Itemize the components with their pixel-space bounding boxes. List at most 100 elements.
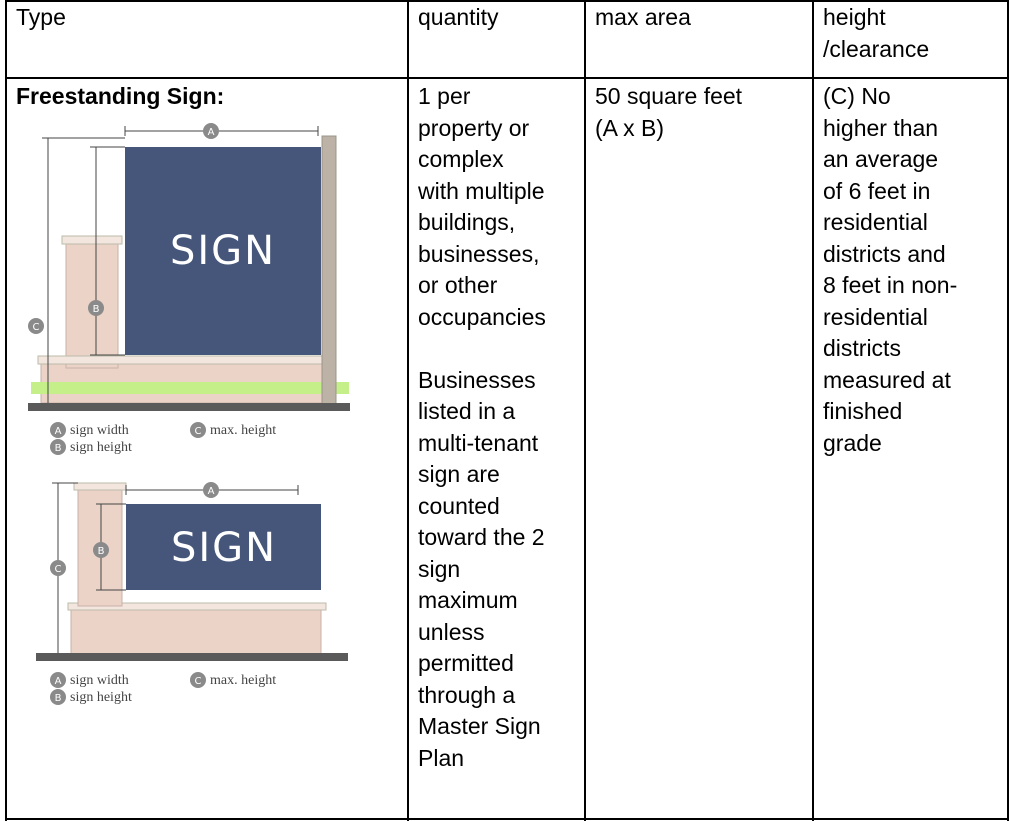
quantity-text: occupancies	[418, 303, 546, 330]
base-cap	[67, 602, 327, 611]
quantity-text: 1 per	[418, 83, 471, 109]
quantity-text: property or	[418, 114, 530, 141]
paragraph-gap	[418, 333, 584, 365]
table-border	[1007, 0, 1009, 821]
max-area-text: 50 square feet	[595, 83, 743, 109]
marker-circle	[50, 672, 66, 688]
marker-circle	[190, 422, 206, 438]
marker-label: B	[55, 693, 62, 704]
marker-label: C	[195, 426, 202, 437]
legend-label: sign height	[70, 440, 132, 455]
quantity-text: listed in a	[418, 398, 516, 424]
quantity-cell: 1 per property or complex with multiple buil…	[409, 81, 584, 774]
marker-label: A	[55, 676, 62, 687]
table-border	[5, 0, 7, 821]
height-text: districts and	[823, 240, 946, 267]
legend-label: max. height	[210, 423, 276, 438]
table-border	[584, 0, 586, 821]
height-text: districts	[823, 335, 901, 361]
quantity-text: sign	[418, 555, 461, 582]
ground	[36, 653, 348, 661]
header-text: height	[823, 4, 886, 30]
quantity-text: multi-tenant	[418, 429, 539, 456]
table-border	[5, 818, 1009, 820]
marker-circle	[28, 318, 44, 334]
header-cell: height/clearance	[814, 2, 1007, 65]
quantity-text: permitted	[418, 650, 514, 676]
planting-strip	[31, 382, 349, 394]
quantity-text: Plan	[418, 744, 465, 771]
marker-circle	[50, 560, 66, 576]
sign-panel	[126, 504, 321, 590]
sign-pole	[321, 135, 337, 407]
table-border	[5, 77, 1009, 79]
table-border	[5, 0, 1009, 2]
marker-circle	[50, 689, 66, 705]
quantity-text: businesses,	[418, 240, 540, 267]
quantity-text: complex	[418, 146, 504, 172]
height-cell: (C) No higher than an average of 6 feet in r…	[814, 81, 1007, 459]
marker-label: B	[98, 546, 105, 557]
header-cell: quantity	[409, 2, 584, 34]
header-text: /clearance	[823, 35, 930, 62]
marker-circle	[190, 672, 206, 688]
quantity-text: Master Sign	[418, 713, 541, 739]
marker-label: C	[195, 676, 202, 687]
quantity-text: toward the 2	[418, 524, 545, 550]
quantity-text: unless	[418, 618, 485, 645]
marker-label: C	[33, 322, 40, 333]
ground	[28, 403, 350, 411]
height-text: grade	[823, 429, 882, 456]
header-cell: max area	[586, 2, 812, 34]
height-text: 8 feet in non-	[823, 272, 958, 298]
max-area-text: (A x B)	[595, 114, 665, 141]
quantity-text: counted	[418, 492, 500, 519]
height-text: measured at	[823, 366, 951, 393]
quantity-text: maximum	[418, 587, 518, 613]
column-cap	[73, 482, 127, 491]
quantity-text: with multiple	[418, 177, 545, 204]
header-text: quantity	[418, 4, 499, 30]
height-text: finished	[823, 398, 903, 424]
legend-label: sign width	[70, 423, 129, 438]
quantity-text: buildings,	[418, 209, 516, 235]
height-text: residential	[823, 209, 928, 235]
brick-base	[70, 607, 322, 656]
base-cap	[37, 355, 329, 365]
marker-circle	[50, 422, 66, 438]
marker-circle	[50, 439, 66, 455]
quantity-text: sign are	[418, 461, 500, 487]
sign-panel	[125, 147, 321, 355]
legend-label: sign height	[70, 690, 132, 705]
legend-label: sign width	[70, 673, 129, 688]
quantity-text: through a	[418, 681, 516, 708]
height-text: of 6 feet in	[823, 177, 931, 204]
max-area-cell: 50 square feet (A x B)	[586, 81, 812, 144]
marker-circle	[93, 542, 109, 558]
marker-circle	[88, 300, 104, 316]
height-text: residential	[823, 303, 928, 330]
sign-text: SIGN	[170, 228, 276, 274]
header-text: Type	[16, 4, 66, 30]
header-text: max area	[595, 4, 691, 30]
table-border	[812, 0, 814, 821]
marker-label: B	[93, 304, 100, 315]
quantity-text: Businesses	[418, 366, 536, 393]
sign-text: SIGN	[171, 525, 277, 571]
quantity-text: or other	[418, 272, 498, 298]
marker-label: A	[208, 486, 215, 497]
column-cap	[61, 235, 123, 245]
marker-circle	[203, 123, 219, 139]
height-text: (C) No	[823, 83, 891, 109]
marker-label: B	[55, 443, 62, 454]
type-cell: Freestanding Sign:	[7, 81, 407, 113]
marker-circle	[203, 482, 219, 498]
height-text: higher than	[823, 114, 939, 141]
header-cell: Type	[7, 2, 407, 34]
type-title: Freestanding Sign:	[16, 83, 225, 109]
marker-label: A	[55, 426, 62, 437]
marker-label: C	[55, 564, 62, 575]
